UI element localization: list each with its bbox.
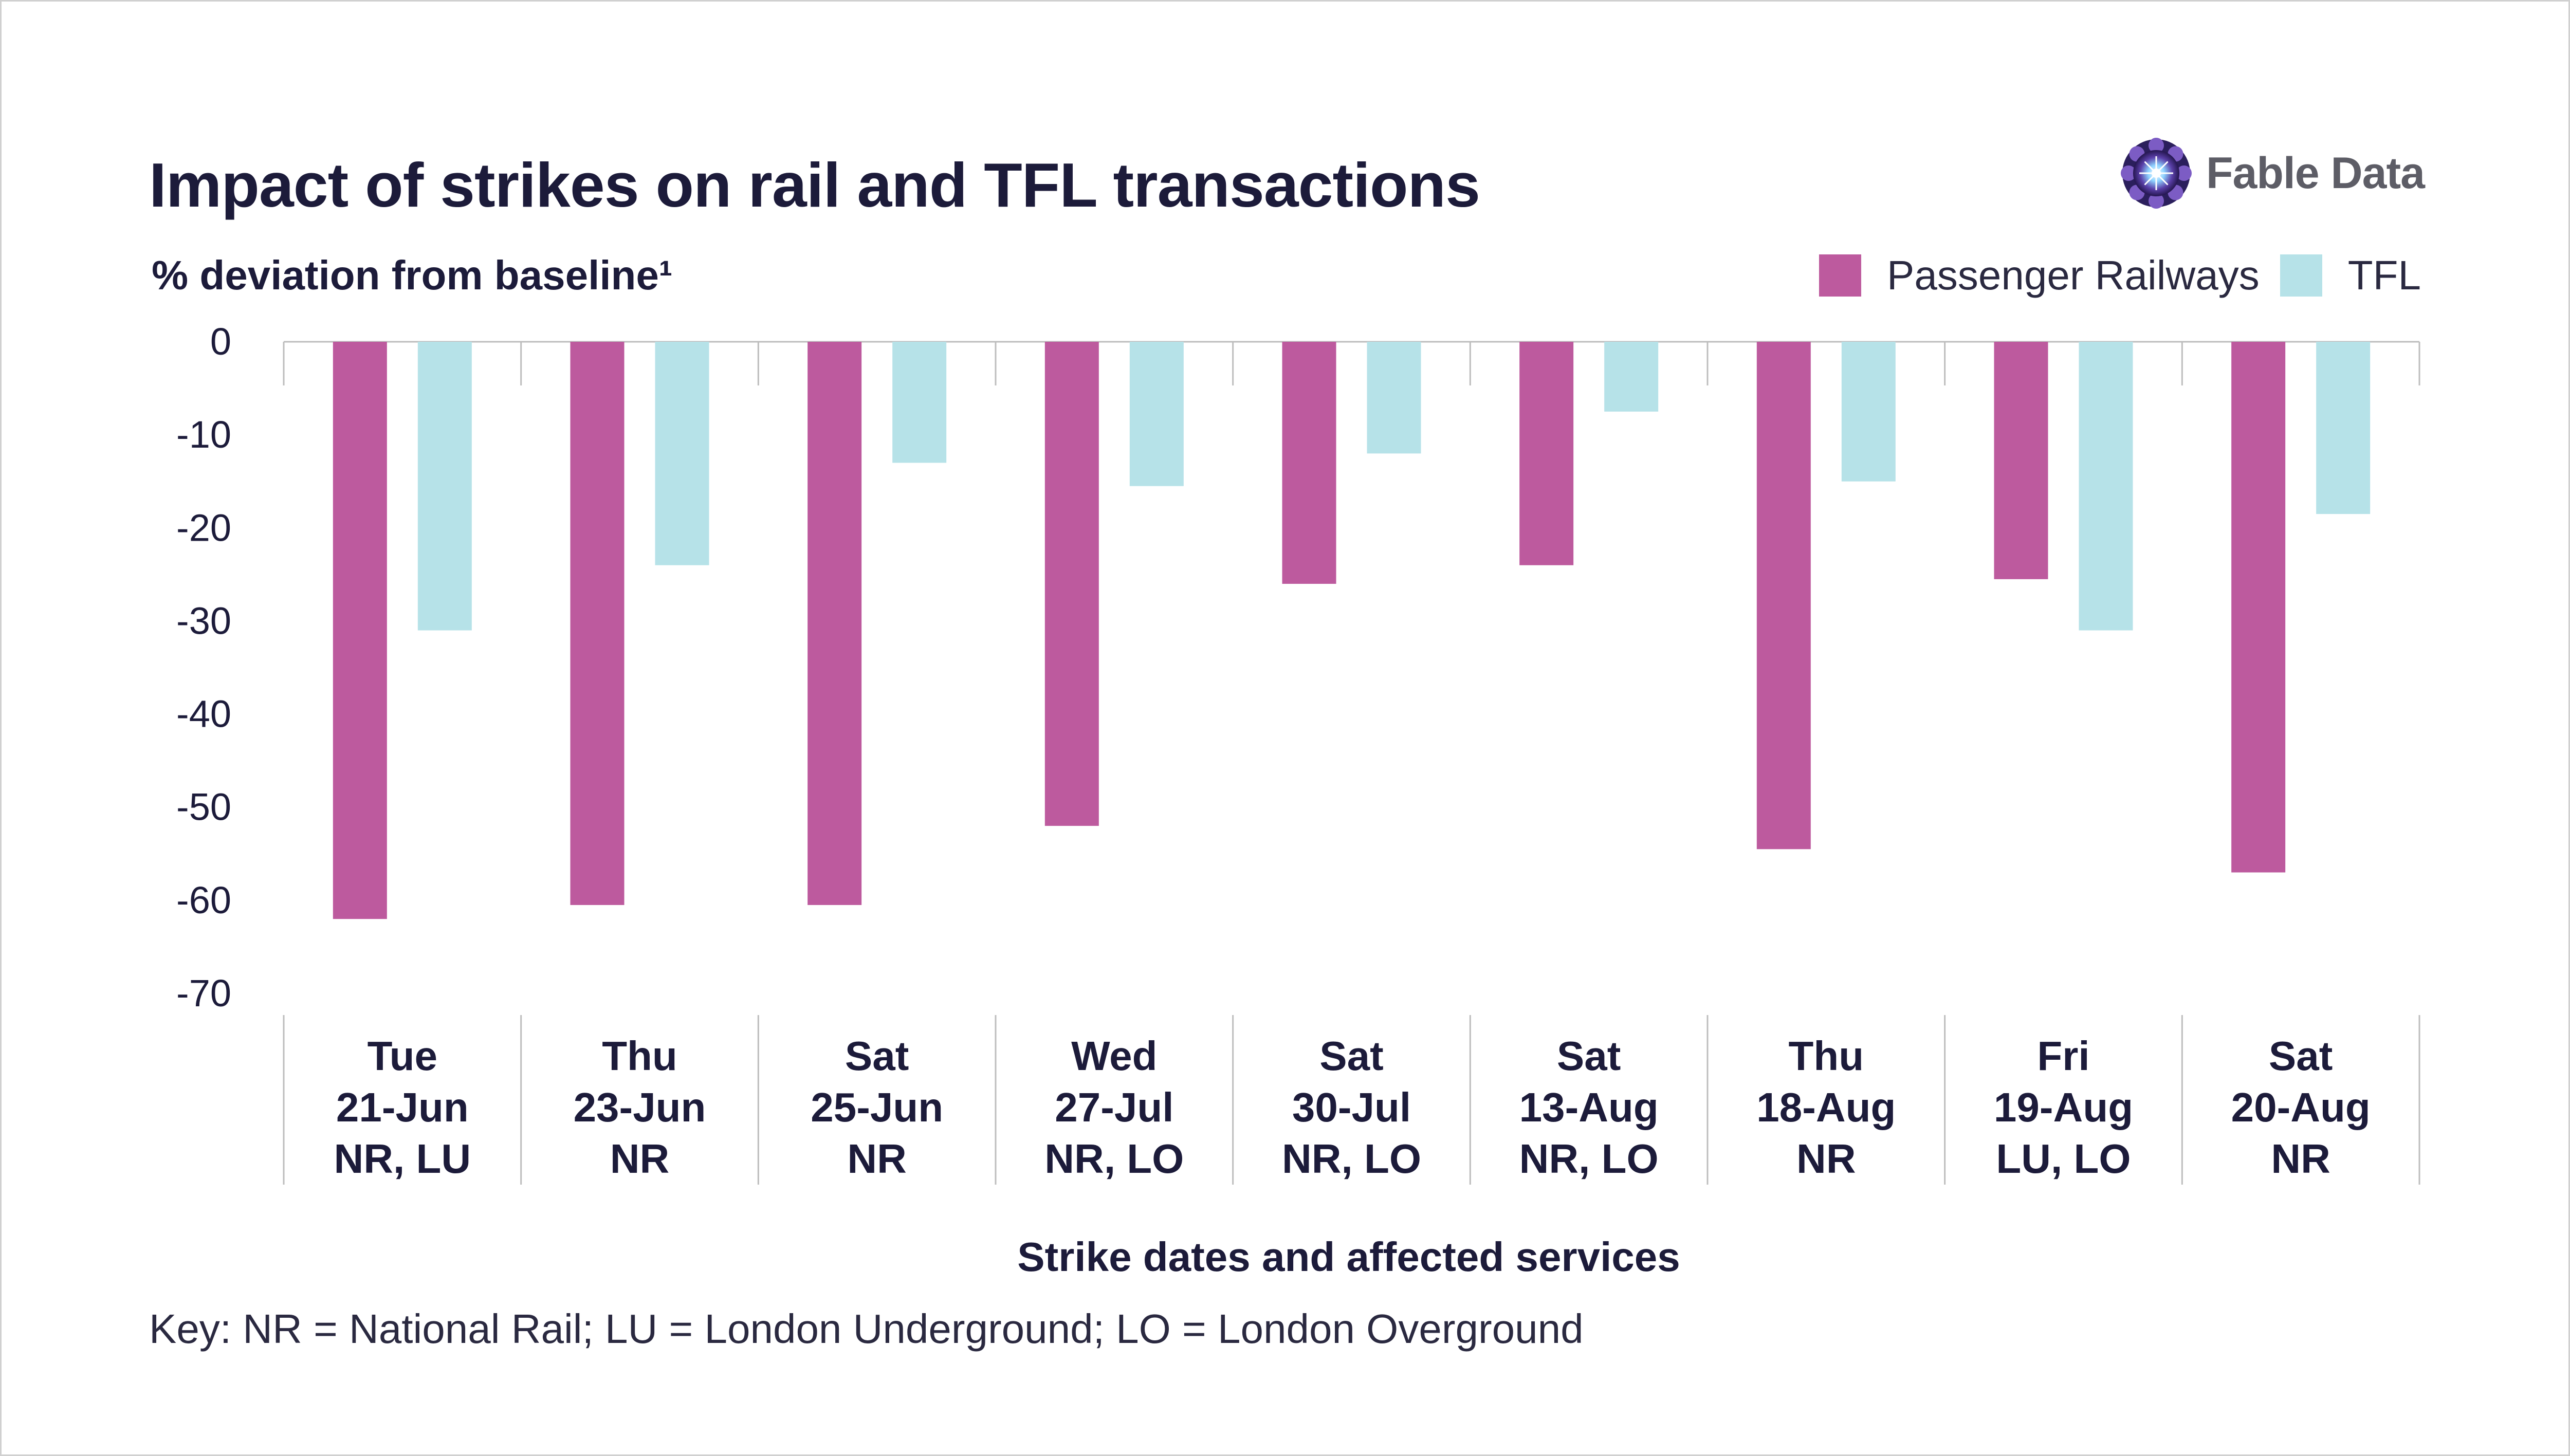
bar-passenger-railways — [2231, 342, 2286, 873]
x-tick-label: 13-Aug — [1519, 1084, 1659, 1130]
brand-name: Fable Data — [2206, 148, 2425, 198]
legend-item-passenger-railways: Passenger Railways — [1819, 252, 2260, 299]
legend-label-tfl: TFL — [2347, 252, 2421, 298]
y-tick-label: 0 — [210, 320, 231, 363]
x-tick-label: 25-Jun — [811, 1084, 943, 1130]
bar-passenger-railways — [333, 342, 387, 919]
bar-tfl — [892, 342, 947, 463]
bar-tfl — [1129, 342, 1184, 486]
x-tick-label: 23-Jun — [574, 1084, 706, 1130]
brand-logo: Fable Data — [2118, 135, 2425, 212]
bar-tfl — [1367, 342, 1421, 454]
legend-swatch-tfl — [2280, 254, 2322, 297]
legend-label-passenger-railways: Passenger Railways — [1887, 252, 2260, 298]
x-tick-label: Thu — [602, 1033, 677, 1079]
key-footnote: Key: NR = National Rail; LU = London Und… — [149, 1306, 1584, 1352]
x-tick-label: 27-Jul — [1055, 1084, 1173, 1130]
x-tick-label: Sat — [1319, 1033, 1384, 1079]
x-tick-label: 19-Aug — [1994, 1084, 2133, 1130]
x-tick-label: Sat — [2269, 1033, 2333, 1079]
bar-passenger-railways — [807, 342, 862, 905]
bar-passenger-railways — [1756, 342, 1811, 850]
x-tick-label: Sat — [845, 1033, 909, 1079]
x-tick-label: NR, LO — [1519, 1136, 1659, 1182]
legend-item-tfl: TFL — [2280, 252, 2421, 299]
x-tick-label: NR — [2271, 1136, 2330, 1182]
chart-title: Impact of strikes on rail and TFL transa… — [149, 150, 1480, 220]
x-tick-label: 20-Aug — [2231, 1084, 2371, 1130]
chart-subtitle: % deviation from baseline¹ — [152, 252, 673, 298]
fable-data-logo-icon — [2121, 138, 2192, 209]
bar-tfl — [2316, 342, 2371, 514]
x-tick-label: 18-Aug — [1756, 1084, 1896, 1130]
bar-passenger-railways — [1044, 342, 1099, 826]
y-tick-label: -20 — [176, 506, 231, 549]
legend: Passenger Railways TFL — [1819, 252, 2421, 299]
y-tick-label: -70 — [176, 972, 231, 1015]
bar-tfl — [1604, 342, 1659, 412]
x-tick-label: 30-Jul — [1292, 1084, 1411, 1130]
bar-passenger-railways — [1282, 342, 1336, 584]
x-tick-label: 21-Jun — [336, 1084, 469, 1130]
x-tick-label: NR, LO — [1282, 1136, 1421, 1182]
x-tick-label: Sat — [1557, 1033, 1621, 1079]
y-tick-label: -50 — [176, 786, 231, 828]
x-tick-label: NR, LO — [1044, 1136, 1184, 1182]
bar-tfl — [2079, 342, 2133, 631]
bar-tfl — [417, 342, 472, 631]
bar-tfl — [655, 342, 709, 565]
x-tick-label: Tue — [368, 1033, 437, 1079]
bar-tfl — [1841, 342, 1896, 482]
x-tick-label: Wed — [1071, 1033, 1157, 1079]
x-tick-label: Thu — [1789, 1033, 1864, 1079]
x-tick-label: NR — [1796, 1136, 1856, 1182]
y-tick-label: -30 — [176, 599, 231, 642]
x-tick-label: Fri — [2037, 1033, 2089, 1079]
x-tick-label: NR, LU — [334, 1136, 471, 1182]
legend-swatch-passenger-railways — [1819, 254, 1861, 297]
y-tick-label: -60 — [176, 879, 231, 921]
x-tick-label: NR — [847, 1136, 907, 1182]
x-tick-label: LU, LO — [1996, 1136, 2131, 1182]
bar-passenger-railways — [570, 342, 625, 905]
bar-passenger-railways — [1519, 342, 1574, 565]
y-tick-label: -40 — [176, 693, 231, 735]
bar-passenger-railways — [1994, 342, 2048, 579]
x-axis-title: Strike dates and affected services — [1017, 1234, 1680, 1280]
y-tick-label: -10 — [176, 413, 231, 456]
x-tick-label: NR — [610, 1136, 670, 1182]
